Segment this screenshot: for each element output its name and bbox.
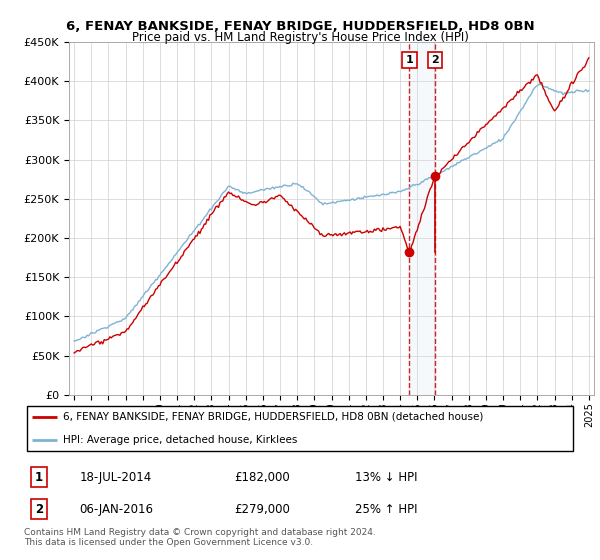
Text: 06-JAN-2016: 06-JAN-2016 xyxy=(79,503,153,516)
Text: 18-JUL-2014: 18-JUL-2014 xyxy=(79,471,151,484)
Text: £182,000: £182,000 xyxy=(234,471,290,484)
Text: £279,000: £279,000 xyxy=(234,503,290,516)
Text: 6, FENAY BANKSIDE, FENAY BRIDGE, HUDDERSFIELD, HD8 0BN: 6, FENAY BANKSIDE, FENAY BRIDGE, HUDDERS… xyxy=(65,20,535,32)
Bar xyxy=(409,42,435,395)
Text: HPI: Average price, detached house, Kirklees: HPI: Average price, detached house, Kirk… xyxy=(62,435,297,445)
Text: 2: 2 xyxy=(431,55,439,65)
Text: 6, FENAY BANKSIDE, FENAY BRIDGE, HUDDERSFIELD, HD8 0BN (detached house): 6, FENAY BANKSIDE, FENAY BRIDGE, HUDDERS… xyxy=(62,412,483,422)
Text: 1: 1 xyxy=(35,471,43,484)
Text: 25% ↑ HPI: 25% ↑ HPI xyxy=(355,503,418,516)
Text: 2: 2 xyxy=(35,503,43,516)
FancyBboxPatch shape xyxy=(27,405,573,451)
Text: 13% ↓ HPI: 13% ↓ HPI xyxy=(355,471,418,484)
Text: 1: 1 xyxy=(406,55,413,65)
Text: Contains HM Land Registry data © Crown copyright and database right 2024.: Contains HM Land Registry data © Crown c… xyxy=(24,528,376,537)
Text: Price paid vs. HM Land Registry's House Price Index (HPI): Price paid vs. HM Land Registry's House … xyxy=(131,31,469,44)
Text: This data is licensed under the Open Government Licence v3.0.: This data is licensed under the Open Gov… xyxy=(24,538,313,547)
